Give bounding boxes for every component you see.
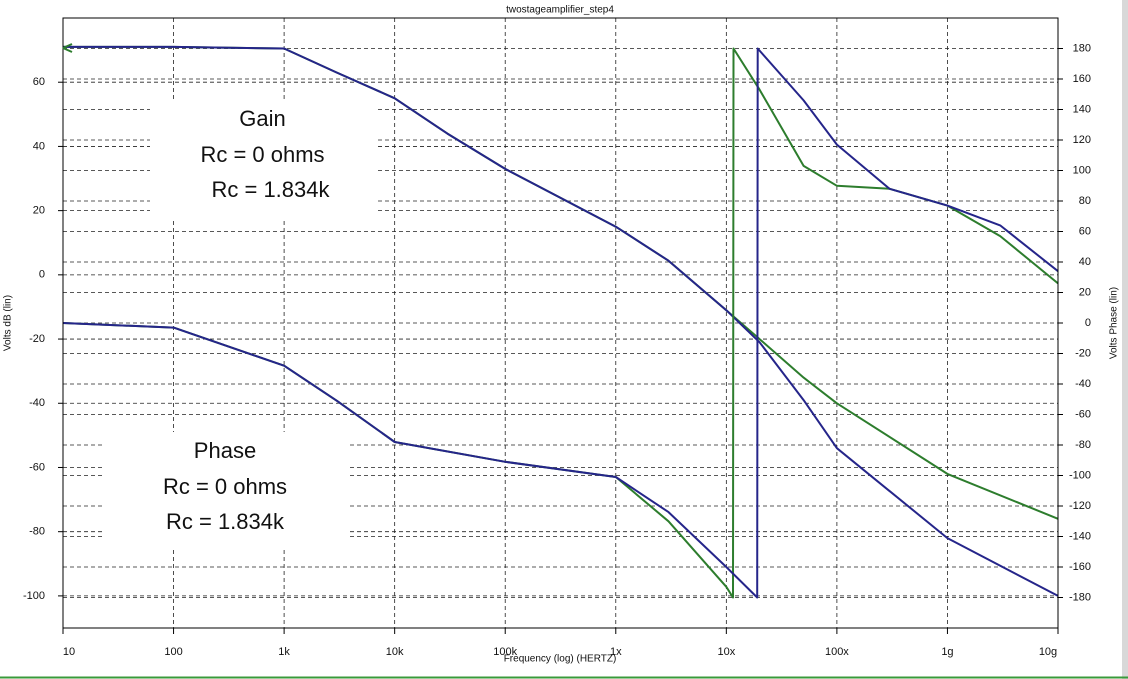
y2-tick-label: 100: [1073, 164, 1091, 176]
x-axis-label: Frequency (log) (HERTZ): [504, 654, 617, 665]
x-tick-label: 100: [164, 646, 182, 658]
y-axis-label: Volts dB (lin): [3, 295, 14, 351]
y2-tick-label: 20: [1079, 286, 1091, 298]
y2-tick-label: 180: [1073, 42, 1091, 54]
x-tick-label: 1g: [941, 646, 953, 658]
annotation-line: Rc = 1.834k: [211, 177, 330, 202]
y2-tick-label: 80: [1079, 195, 1091, 207]
series-line: [62, 47, 1059, 599]
annotation-box: [150, 100, 375, 218]
y2-tick-label: -180: [1069, 591, 1091, 603]
y2-tick-label: 0: [1085, 317, 1091, 329]
x-tick-label: 10g: [1039, 646, 1057, 658]
annotation-line: Rc = 1.834k: [166, 509, 285, 534]
y2-tick-label: 120: [1073, 134, 1091, 146]
y2-tick-label: -100: [1069, 469, 1091, 481]
lines: [62, 45, 1059, 599]
y2-tick-label: 140: [1073, 103, 1091, 115]
chart-title: twostageamplifier_step4: [506, 5, 614, 16]
annotation-box: [102, 432, 348, 547]
series-line: [63, 45, 1059, 597]
x-tick-label: 10x: [717, 646, 735, 658]
y2-tick-label: -60: [1075, 408, 1091, 420]
y-tick-label: -40: [29, 397, 45, 409]
y-tick-label: 60: [33, 76, 45, 88]
x-tick-label: 1k: [278, 646, 290, 658]
x-tick-label: 100x: [825, 646, 849, 658]
x-tick-label: 10k: [386, 646, 404, 658]
y-tick-label: -60: [29, 461, 45, 473]
annotation-title: Phase: [194, 438, 256, 463]
grid: 10 100 1k 10k 100k 1x 10x 100x 1g 10g -100 -80 -60 -4…: [23, 18, 1091, 658]
y2-tick-label: -120: [1069, 500, 1091, 512]
annotation-line: Rc = 0 ohms: [200, 142, 324, 167]
y-tick-label: 20: [33, 205, 45, 217]
y2-tick-label: -140: [1069, 530, 1091, 542]
y-tick-label: -100: [23, 590, 45, 602]
annotations: Gain Rc = 0 ohms Rc = 1.834k Phase Rc = 0 oh…: [102, 100, 375, 547]
y2-tick-label: 60: [1079, 225, 1091, 237]
x-tick-label: 100k: [493, 646, 517, 658]
y-tick-label: 40: [33, 140, 45, 152]
y2-tick-label: -20: [1075, 347, 1091, 359]
annotation-line: Rc = 0 ohms: [163, 474, 287, 499]
y-tick-label: -20: [29, 333, 45, 345]
y2-tick-label: -80: [1075, 439, 1091, 451]
cursor-arrow: [62, 43, 73, 53]
y-tick-label: 0: [39, 269, 45, 281]
window-edge: [1122, 0, 1128, 679]
y2-axis-label: Volts Phase (lin): [1109, 287, 1120, 359]
x-tick-label: 1x: [610, 646, 622, 658]
y2-tick-label: 160: [1073, 73, 1091, 85]
x-tick-label: 10: [63, 646, 75, 658]
y2-tick-label: 40: [1079, 256, 1091, 268]
y-tick-label: -80: [29, 526, 45, 538]
plot-frame: [62, 17, 1059, 629]
y2-tick-label: -40: [1075, 378, 1091, 390]
annotation-title: Gain: [239, 106, 285, 131]
y2-tick-label: -160: [1069, 561, 1091, 573]
